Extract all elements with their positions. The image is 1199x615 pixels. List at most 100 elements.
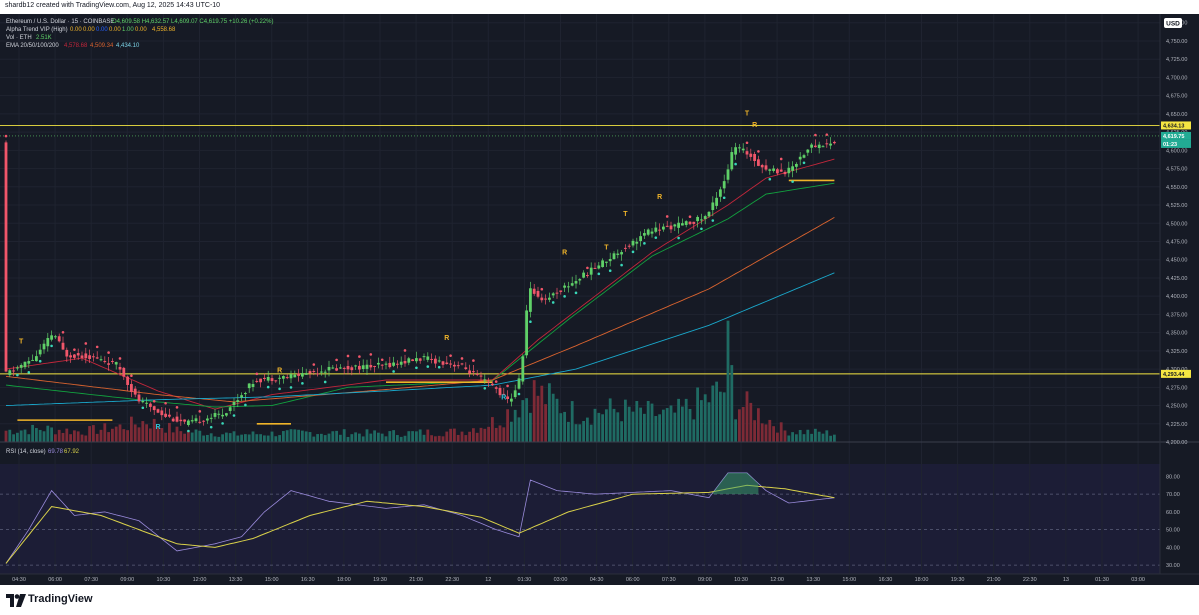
candle-body bbox=[358, 365, 361, 370]
candle-body bbox=[654, 227, 658, 232]
volume-bar bbox=[141, 421, 145, 442]
candle-body bbox=[384, 363, 388, 365]
symbol-title[interactable]: Ethereum / U.S. Dollar · 15 · COINBASE bbox=[6, 19, 114, 25]
candle-body bbox=[251, 383, 255, 388]
volume-bar bbox=[65, 428, 69, 442]
candle-body bbox=[160, 410, 164, 416]
trend-dot bbox=[73, 348, 76, 351]
volume-bar bbox=[168, 422, 171, 442]
signal-label-r: R bbox=[155, 424, 160, 431]
candle-body bbox=[593, 267, 597, 269]
candle-body bbox=[84, 353, 88, 359]
candle-body bbox=[517, 378, 521, 389]
candle-body bbox=[126, 376, 129, 385]
price-tick-label: 4,475.00 bbox=[1166, 239, 1187, 245]
volume-bar bbox=[346, 436, 350, 442]
currency-badge-label: USD bbox=[1166, 21, 1180, 28]
candle-body bbox=[684, 221, 688, 225]
candle-body bbox=[69, 355, 72, 358]
volume-bar bbox=[274, 436, 278, 442]
volume-bar bbox=[422, 434, 426, 442]
volume-bar bbox=[232, 431, 236, 442]
candle-body bbox=[80, 355, 84, 358]
candle-body bbox=[814, 145, 817, 148]
trend-dot bbox=[38, 359, 42, 363]
volume-bar bbox=[194, 429, 198, 442]
volume-bar bbox=[479, 427, 483, 442]
candle-body bbox=[616, 253, 620, 255]
price-tick-label: 4,400.00 bbox=[1166, 294, 1187, 300]
candle-body bbox=[597, 265, 601, 269]
trend-dot bbox=[107, 351, 110, 354]
price-tick-label: 4,600.00 bbox=[1166, 148, 1187, 154]
volume-bar bbox=[810, 433, 813, 442]
trend-dot bbox=[95, 345, 99, 349]
time-tick-label: 09:00 bbox=[120, 577, 134, 583]
time-tick-label: 12:00 bbox=[193, 577, 207, 583]
volume-bar bbox=[361, 436, 365, 442]
brand-name[interactable]: TradingView bbox=[28, 593, 93, 605]
ema-label[interactable]: EMA 20/50/100/200 bbox=[6, 43, 59, 49]
volume-bar bbox=[582, 421, 585, 442]
candle-body bbox=[221, 414, 224, 417]
volume-bar bbox=[620, 421, 623, 442]
volume-bar bbox=[209, 433, 213, 442]
volume-bar bbox=[570, 401, 574, 442]
time-axis[interactable]: 04:30 06:00 07:30 09:00 10:30 12:00 13:30 15:00… bbox=[12, 577, 1145, 583]
volume-bar bbox=[149, 428, 152, 442]
time-tick-label: 21:00 bbox=[987, 577, 1001, 583]
volume-bar bbox=[316, 434, 319, 442]
volume-bar bbox=[586, 417, 589, 442]
trend-dot bbox=[620, 263, 623, 267]
candle-body bbox=[99, 359, 103, 361]
candle-body bbox=[175, 416, 179, 422]
candle-body bbox=[327, 366, 331, 371]
candle-body bbox=[27, 361, 31, 364]
trend-dot bbox=[551, 301, 555, 304]
candle-body bbox=[297, 373, 300, 376]
candle-body bbox=[54, 336, 57, 338]
trend-dot bbox=[323, 380, 327, 384]
volume-bar bbox=[327, 433, 331, 442]
candles[interactable] bbox=[4, 133, 836, 433]
candle-body bbox=[608, 258, 612, 262]
rsi-label[interactable]: RSI (14, close) bbox=[6, 449, 46, 455]
candle-body bbox=[555, 292, 559, 294]
candle-body bbox=[61, 342, 65, 350]
candle-body bbox=[456, 365, 460, 367]
candle-body bbox=[46, 338, 50, 347]
candle-body bbox=[308, 371, 312, 374]
alpha-trend-label[interactable]: Alpha Trend VIP (High) bbox=[6, 27, 68, 33]
volume-bar bbox=[270, 431, 274, 442]
volume-bar bbox=[285, 430, 289, 442]
candle-body bbox=[696, 216, 699, 222]
volume-bar bbox=[795, 434, 798, 442]
volume-bar bbox=[760, 423, 764, 442]
volume-bar bbox=[722, 392, 726, 442]
candle-body bbox=[335, 368, 338, 371]
trend-dot bbox=[392, 370, 395, 373]
volume-bar bbox=[730, 365, 734, 442]
candle-body bbox=[760, 165, 764, 168]
volume-bar bbox=[54, 434, 57, 442]
trend-dot bbox=[665, 215, 669, 218]
volume-label[interactable]: Vol · ETH bbox=[6, 35, 32, 41]
candle-body bbox=[426, 356, 430, 360]
candle-body bbox=[768, 169, 772, 171]
trend-dot bbox=[779, 157, 783, 161]
volume-bar bbox=[757, 408, 760, 442]
rsi-axis[interactable]: 80.00 70.00 60.00 50.00 40.00 30.00 bbox=[1166, 474, 1180, 569]
trend-dot bbox=[221, 422, 224, 425]
currency-badge[interactable]: USD bbox=[1164, 18, 1182, 28]
candle-body bbox=[570, 283, 574, 286]
last-price-tag-bg bbox=[1161, 131, 1191, 140]
candle-body bbox=[228, 407, 232, 411]
candle-body bbox=[209, 417, 213, 419]
volume-bar bbox=[681, 406, 684, 442]
support-price-tag-bg bbox=[1161, 369, 1191, 378]
candle-body bbox=[730, 152, 734, 170]
volume-bar bbox=[707, 402, 711, 442]
volume-bar bbox=[574, 424, 578, 442]
trend-dot bbox=[187, 429, 190, 433]
